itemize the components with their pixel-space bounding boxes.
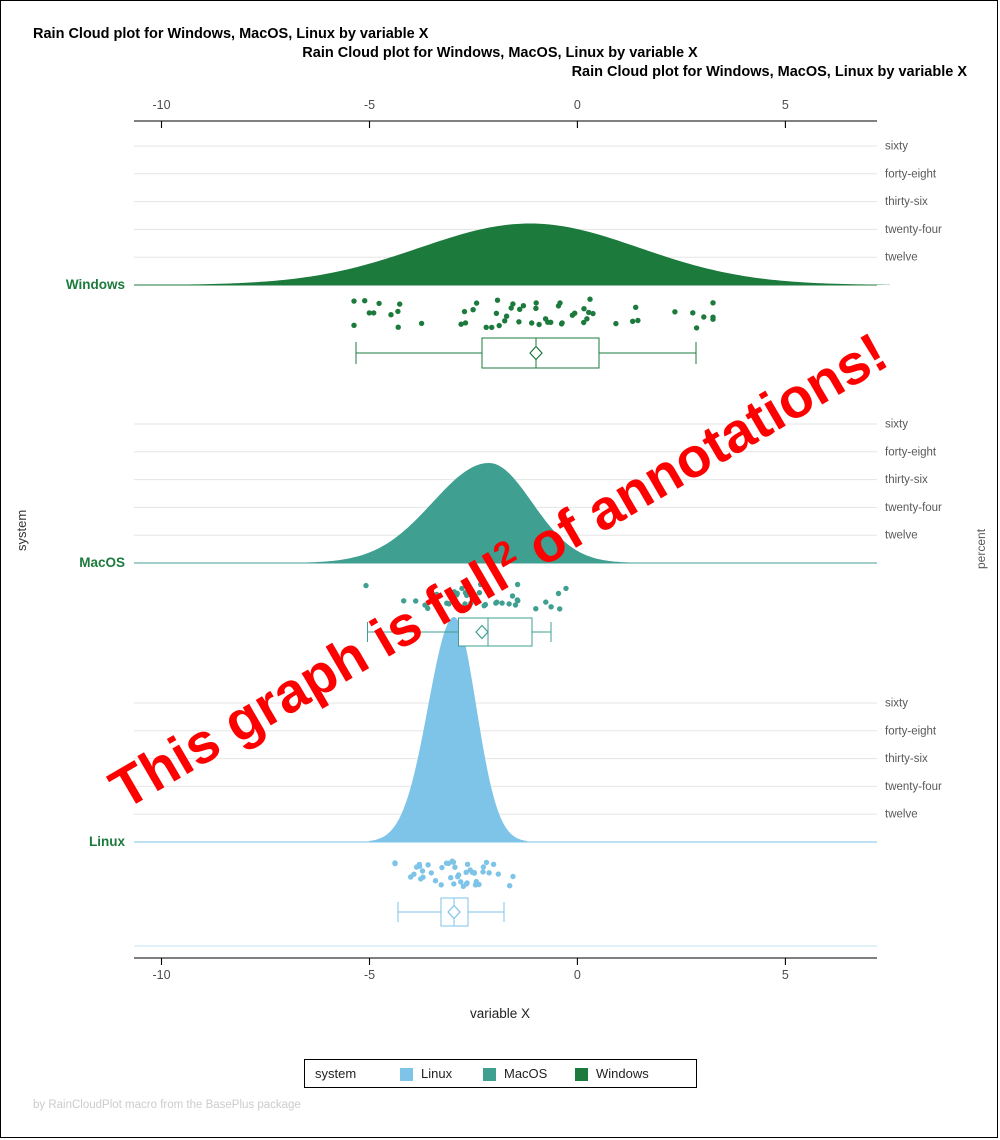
svg-text:forty-eight: forty-eight	[885, 446, 937, 458]
svg-text:-10: -10	[152, 968, 170, 982]
svg-text:sixty: sixty	[885, 141, 908, 153]
svg-text:5: 5	[782, 968, 789, 982]
svg-text:0: 0	[574, 98, 581, 112]
svg-text:twelve: twelve	[885, 252, 918, 264]
svg-text:sixty: sixty	[885, 698, 908, 710]
svg-text:-5: -5	[364, 98, 375, 112]
svg-text:0: 0	[574, 968, 581, 982]
svg-text:-5: -5	[364, 968, 375, 982]
svg-text:twenty-four: twenty-four	[885, 781, 942, 793]
svg-text:sixty: sixty	[885, 419, 908, 431]
svg-text:Linux: Linux	[89, 834, 125, 849]
svg-text:MacOS: MacOS	[79, 555, 125, 570]
svg-text:twelve: twelve	[885, 809, 918, 821]
svg-text:twelve: twelve	[885, 530, 918, 542]
svg-text:forty-eight: forty-eight	[885, 168, 937, 180]
svg-text:forty-eight: forty-eight	[885, 725, 937, 737]
svg-text:thirty-six: thirty-six	[885, 753, 928, 765]
svg-text:5: 5	[782, 98, 789, 112]
svg-text:twenty-four: twenty-four	[885, 224, 942, 236]
svg-text:Windows: Windows	[66, 277, 125, 292]
svg-text:-10: -10	[152, 98, 170, 112]
svg-text:thirty-six: thirty-six	[885, 196, 928, 208]
svg-text:thirty-six: thirty-six	[885, 474, 928, 486]
svg-text:twenty-four: twenty-four	[885, 502, 942, 514]
